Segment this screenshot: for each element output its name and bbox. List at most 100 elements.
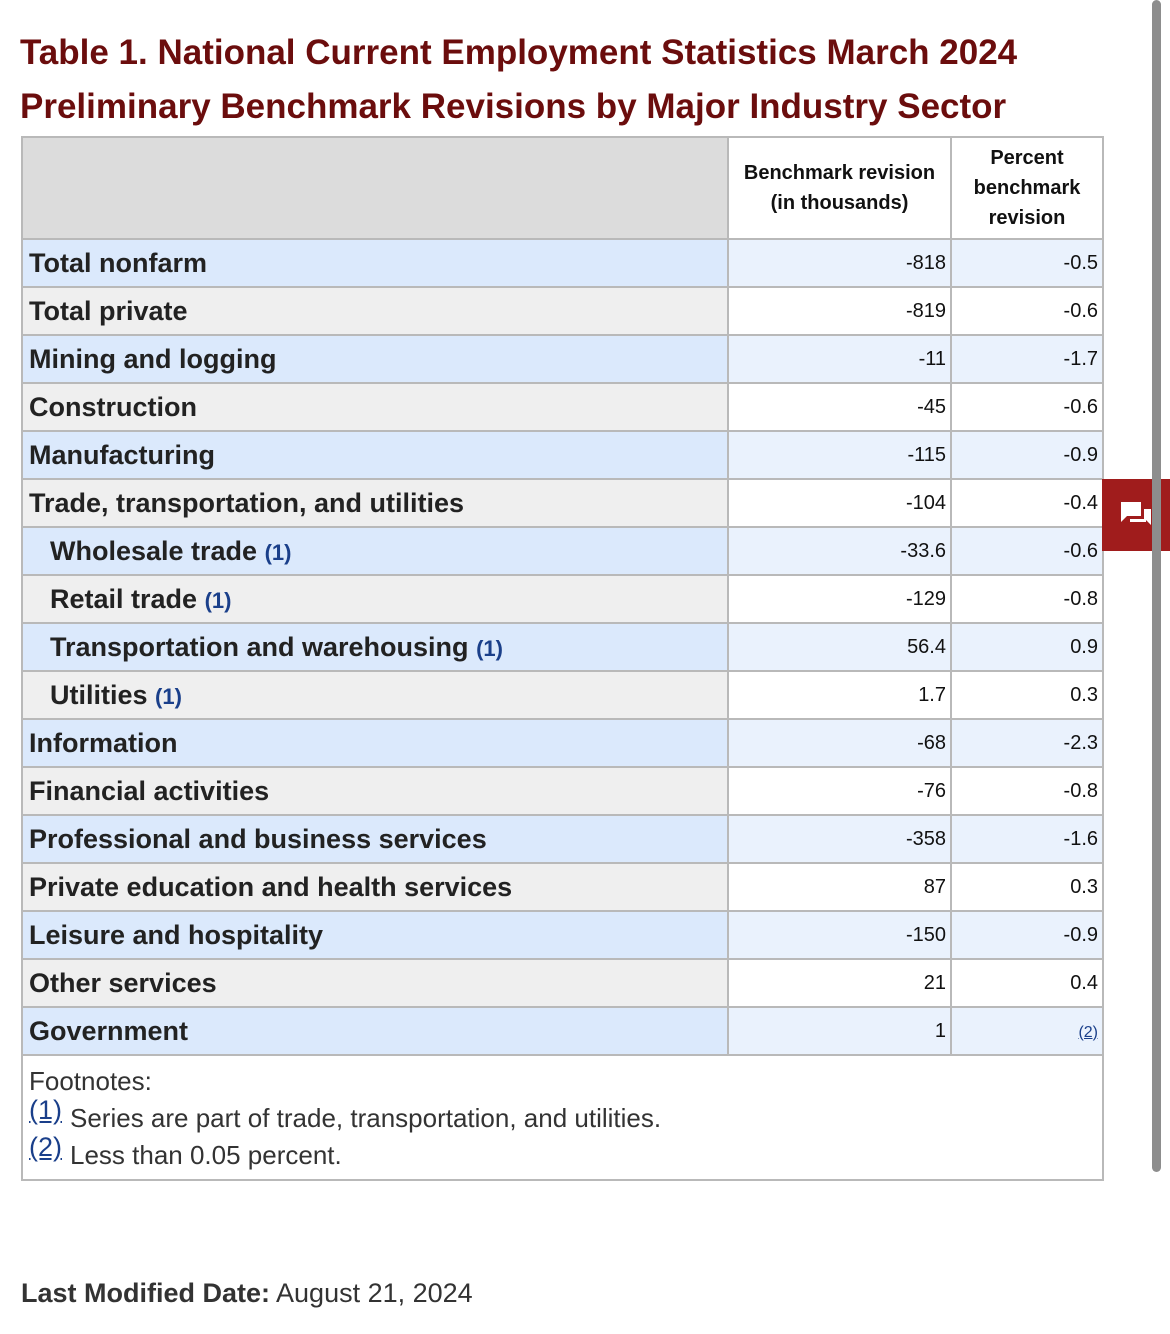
row-label-cell: Total private — [21, 286, 729, 336]
row-label: Total nonfarm — [29, 247, 207, 278]
percent-revision-value: -0.9 — [950, 430, 1104, 480]
header-benchmark-revision: Benchmark revision (in thousands) — [727, 136, 952, 240]
chat-bubbles-icon — [1121, 502, 1151, 525]
benchmark-revision-value: -819 — [727, 286, 952, 336]
table-row: Retail trade (1) -129 -0.8 — [21, 574, 1104, 624]
footnote-ref-link[interactable]: (1) — [476, 635, 503, 661]
footnote-ref-link[interactable]: (1) — [204, 587, 232, 613]
percent-revision-value: -0.6 — [950, 382, 1104, 432]
percent-revision-value: -0.6 — [950, 286, 1104, 336]
percent-revision-value: 0.4 — [950, 958, 1104, 1008]
percent-revision-value: 0.9 — [950, 622, 1104, 672]
row-label-cell: Construction — [21, 382, 729, 432]
row-label: Government — [29, 1015, 189, 1046]
footnotes: Footnotes: (1) Series are part of trade,… — [21, 1054, 1104, 1181]
table-row: Manufacturing -115 -0.9 — [21, 430, 1104, 480]
table-row: Total nonfarm -818 -0.5 — [21, 238, 1104, 288]
table-header-row: Benchmark revision (in thousands) Percen… — [21, 136, 1104, 240]
table-row: Total private -819 -0.6 — [21, 286, 1104, 336]
footnote-1-link[interactable]: (1) — [29, 1095, 62, 1125]
percent-revision-value: -0.6 — [950, 526, 1104, 576]
footnote-2-link[interactable]: (2) — [29, 1132, 62, 1162]
row-label-cell: Information — [21, 718, 729, 768]
footnote-2: (2) Less than 0.05 percent. — [29, 1132, 1096, 1171]
footnote-ref-link[interactable]: (1) — [155, 683, 182, 709]
table-row: Construction -45 -0.6 — [21, 382, 1104, 432]
row-label: Wholesale trade — [50, 535, 258, 566]
footnotes-row: Footnotes: (1) Series are part of trade,… — [21, 1054, 1104, 1181]
row-label: Private education and health services — [29, 871, 513, 902]
table-row: Trade, transportation, and utilities -104… — [21, 478, 1104, 528]
table-row: Information -68 -2.3 — [21, 718, 1104, 768]
percent-revision-value: 0.3 — [950, 862, 1104, 912]
benchmark-revision-value: -818 — [727, 238, 952, 288]
row-label: Construction — [29, 391, 197, 422]
row-label: Manufacturing — [29, 439, 215, 470]
header-percent-revision: Percent benchmark revision — [950, 136, 1104, 240]
percent-revision-value: -1.7 — [950, 334, 1104, 384]
table-row: Wholesale trade (1) -33.6 -0.6 — [21, 526, 1104, 576]
percent-revision-value: -0.8 — [950, 766, 1104, 816]
table-row: Private education and health services 87 0… — [21, 862, 1104, 912]
percent-revision-value: -0.9 — [950, 910, 1104, 960]
scrollbar[interactable] — [1152, 0, 1161, 1172]
table-row: Professional and business services -358 -1… — [21, 814, 1104, 864]
row-label: Mining and logging — [29, 343, 277, 374]
row-label-cell: Professional and business services — [21, 814, 729, 864]
table-row: Leisure and hospitality -150 -0.9 — [21, 910, 1104, 960]
row-label: Retail trade — [50, 583, 198, 614]
row-label-cell: Government — [21, 1006, 729, 1056]
row-label-cell: Manufacturing — [21, 430, 729, 480]
row-label-cell: Retail trade (1) — [21, 574, 729, 624]
row-label-cell: Financial activities — [21, 766, 729, 816]
benchmark-revision-value: -115 — [727, 430, 952, 480]
benchmark-revision-value: -129 — [727, 574, 952, 624]
benchmark-revision-value: -33.6 — [727, 526, 952, 576]
percent-revision-value: -0.4 — [950, 478, 1104, 528]
table-row: Mining and logging -11 -1.7 — [21, 334, 1104, 384]
benchmark-revision-value: 1.7 — [727, 670, 952, 720]
benchmark-revision-value: -45 — [727, 382, 952, 432]
table-row: Government 1 (2) — [21, 1006, 1104, 1056]
table-row: Other services 21 0.4 — [21, 958, 1104, 1008]
row-label-cell: Leisure and hospitality — [21, 910, 729, 960]
row-label: Transportation and warehousing — [50, 631, 469, 662]
benchmark-revision-value: -358 — [727, 814, 952, 864]
row-label: Financial activities — [29, 775, 270, 806]
footnote-ref-link[interactable]: (1) — [264, 539, 292, 565]
last-modified: Last Modified Date: August 21, 2024 — [21, 1278, 473, 1309]
benchmark-revision-value: 87 — [727, 862, 952, 912]
benchmark-revision-value: -11 — [727, 334, 952, 384]
benchmark-revision-value: 21 — [727, 958, 952, 1008]
footnotes-title: Footnotes: — [29, 1066, 152, 1096]
row-label-cell: Mining and logging — [21, 334, 729, 384]
row-label-cell: Utilities (1) — [21, 670, 729, 720]
benchmark-table: Benchmark revision (in thousands) Percen… — [21, 136, 1104, 1181]
table-row: Utilities (1) 1.7 0.3 — [21, 670, 1104, 720]
percent-revision-value: -2.3 — [950, 718, 1104, 768]
footnote-1-text: Series are part of trade, transportation… — [70, 1103, 662, 1133]
row-label: Utilities — [50, 679, 148, 710]
row-label-cell: Total nonfarm — [21, 238, 729, 288]
percent-revision-value: -0.5 — [950, 238, 1104, 288]
percent-revision-cell: (2) — [950, 1006, 1104, 1056]
row-label: Trade, transportation, and utilities — [29, 487, 465, 518]
last-modified-value: August 21, 2024 — [276, 1278, 473, 1308]
benchmark-revision-value: -68 — [727, 718, 952, 768]
row-label-cell: Private education and health services — [21, 862, 729, 912]
row-label-cell: Trade, transportation, and utilities — [21, 478, 729, 528]
benchmark-revision-value: -104 — [727, 478, 952, 528]
page-title: Table 1. National Current Employment Sta… — [20, 33, 1018, 126]
percent-revision-value: 0.3 — [950, 670, 1104, 720]
row-label: Information — [29, 727, 178, 758]
benchmark-revision-value: -76 — [727, 766, 952, 816]
footnote-1: (1) Series are part of trade, transporta… — [29, 1095, 1096, 1134]
row-label-cell: Transportation and warehousing (1) — [21, 622, 729, 672]
table-row: Transportation and warehousing (1) 56.4 0.… — [21, 622, 1104, 672]
row-label: Professional and business services — [29, 823, 487, 854]
benchmark-revision-value: 1 — [727, 1006, 952, 1056]
percent-revision-value: -1.6 — [950, 814, 1104, 864]
row-label: Other services — [29, 967, 217, 998]
footnote-ref-link[interactable]: (2) — [1078, 1023, 1098, 1041]
benchmark-revision-value: -150 — [727, 910, 952, 960]
